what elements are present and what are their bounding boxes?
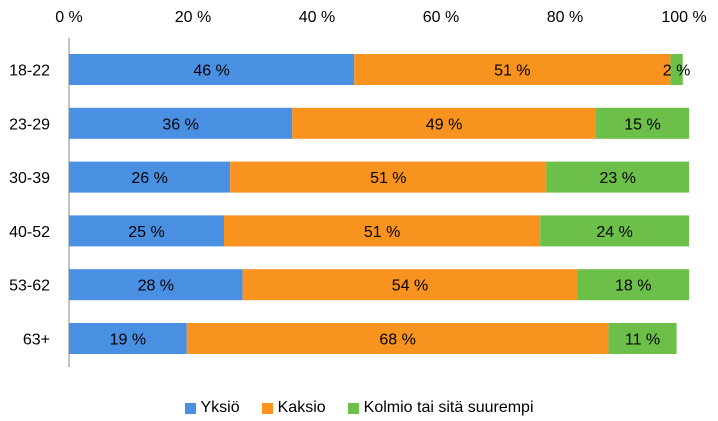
bar-segment [546,161,689,193]
category-label: 40-52 [9,224,50,241]
category-label: 18-22 [9,63,50,80]
legend-label: Kolmio tai sitä suurempi [363,399,534,416]
bar-row: 23-29 36 % 49 % 15 % [9,107,689,139]
x-axis-ticks: 0 % 20 % 40 % 60 % 80 % 100 % [55,9,706,26]
legend-item: Yksiö [184,399,240,417]
x-tick-label: 20 % [175,9,211,26]
data-label: 49 % [426,116,462,133]
bar-row: 18-22 46 % 51 % 2 % [9,54,690,85]
bar-segment [608,323,677,354]
x-tick-label: 40 % [299,9,335,26]
data-label: 19 % [110,332,146,349]
legend-swatch [261,402,273,414]
data-label: 51 % [494,63,530,80]
bar-segment [540,215,689,247]
data-label: 25 % [128,224,164,241]
legend-label: Yksiö [200,399,240,416]
data-label: 2 % [663,63,691,80]
category-label: 53-62 [9,278,50,295]
chart-rows: 18-22 46 % 51 % 2 % 23-29 36 % 49 % 15 % 30-39 26… [9,54,690,354]
bar-segment [69,215,224,247]
x-tick-label: 100 % [661,9,706,26]
category-label: 23-29 [9,116,50,133]
data-label: 11 % [625,332,660,349]
category-label: 63+ [23,332,50,349]
category-label: 30-39 [9,170,50,187]
bar-segment [186,323,609,354]
legend: Yksiö Kaksio Kolmio tai sitä suurempi [0,396,718,420]
bar-row: 30-39 26 % 51 % 23 % [9,161,689,193]
bar-segment [577,269,689,301]
bar-segment [354,54,671,85]
data-label: 15 % [624,116,660,133]
bar-segment [69,107,293,139]
bar-segment [242,269,578,301]
data-label: 51 % [370,170,406,187]
bar-row: 40-52 25 % 51 % 24 % [9,215,689,247]
x-tick-label: 0 % [55,9,83,26]
x-tick-label: 60 % [423,9,459,26]
data-label: 23 % [599,170,635,187]
data-label: 26 % [131,170,167,187]
data-label: 54 % [392,278,428,295]
bar-segment [69,269,243,301]
legend-item: Kolmio tai sitä suurempi [347,399,534,417]
bar-segment [596,107,689,139]
legend-swatch [347,402,359,414]
bar-segment [224,215,541,247]
data-label: 51 % [364,224,400,241]
data-label: 24 % [596,224,632,241]
data-label: 36 % [162,116,198,133]
legend-item: Kaksio [261,399,326,417]
data-label: 18 % [615,278,651,295]
data-label: 68 % [379,332,415,349]
bar-segment [69,323,187,354]
legend-label: Kaksio [277,399,326,416]
data-label: 46 % [193,63,229,80]
bar-segment [292,107,596,139]
data-label: 28 % [138,278,174,295]
bar-row: 63+ 19 % 68 % 11 % [23,323,677,354]
legend-swatch [184,402,196,414]
bar-segment [230,161,547,193]
bar-segment [69,161,231,193]
bar-row: 53-62 28 % 54 % 18 % [9,269,689,301]
x-tick-label: 80 % [547,9,583,26]
bar-segment [69,54,355,85]
bar-segment [670,54,683,85]
